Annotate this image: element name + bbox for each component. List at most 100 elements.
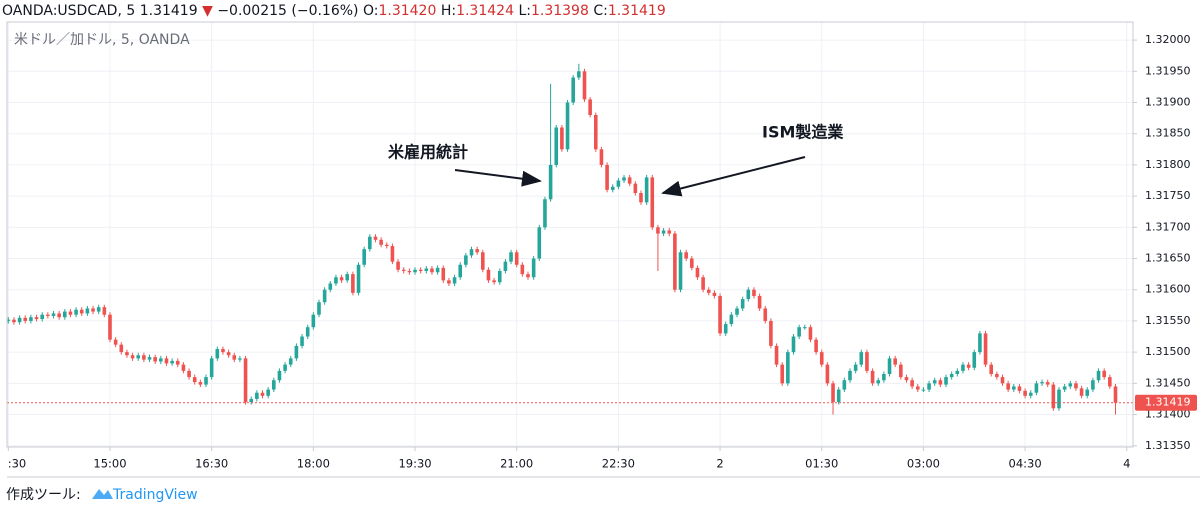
candle-body <box>610 186 615 190</box>
candle-body <box>204 377 208 385</box>
candle-body <box>136 355 141 359</box>
candle-body <box>215 349 220 359</box>
candle-body <box>763 308 768 321</box>
annotation-arrow <box>661 156 806 197</box>
candle-body <box>571 77 575 103</box>
candle-body <box>706 289 711 293</box>
candle-body <box>79 309 84 314</box>
candle-body <box>373 236 378 240</box>
candle-body <box>831 383 835 403</box>
candle-body <box>944 377 948 385</box>
candle-body <box>582 71 587 100</box>
candle-body <box>915 386 920 390</box>
candle-body <box>153 357 157 362</box>
candle-body <box>1045 382 1050 385</box>
y-tick-label: 1.31900 <box>1145 96 1191 109</box>
candle-body <box>288 358 293 365</box>
candle-body <box>1028 392 1033 396</box>
candle-body <box>616 180 621 187</box>
candle-body <box>266 389 270 396</box>
candle-body <box>413 269 417 273</box>
x-tick-label: 21:00 <box>500 457 533 471</box>
candle-body <box>1012 386 1016 390</box>
candle-body <box>164 358 169 364</box>
candle-body <box>769 320 773 346</box>
candle-body <box>1006 383 1010 390</box>
candle-body <box>142 355 146 360</box>
x-tick-label: :30 <box>8 457 27 471</box>
x-tick-label: 16:30 <box>195 457 228 471</box>
candle-body <box>68 311 73 315</box>
candle-body <box>701 277 705 290</box>
candle-body <box>175 360 180 365</box>
candle-body <box>780 364 785 384</box>
candle-body <box>650 177 655 228</box>
candle-body <box>91 308 95 312</box>
candle-body <box>938 380 943 385</box>
ohlc-value: 1.31398 <box>531 3 589 19</box>
candle-body <box>633 183 638 193</box>
candle-body <box>673 233 677 290</box>
candle-body <box>147 357 152 360</box>
candle-body <box>62 311 67 318</box>
brand[interactable]: TradingView <box>112 487 198 503</box>
candle-body <box>537 227 542 259</box>
candle-body <box>836 389 841 403</box>
candle-body <box>6 319 11 321</box>
y-tick-label: 1.31950 <box>1145 64 1191 77</box>
candle-body <box>667 230 672 234</box>
x-tick-label: 15:00 <box>93 457 126 471</box>
annotation: 米雇用統計 <box>388 143 468 162</box>
candle-body <box>362 249 366 265</box>
candle-body <box>554 127 559 165</box>
candle-body <box>1023 390 1027 396</box>
candle-body <box>978 333 982 353</box>
candle-body <box>1017 386 1022 391</box>
candle-body <box>887 358 892 374</box>
candle-body <box>294 345 299 359</box>
candle-body <box>23 317 28 321</box>
x-tick-label: 22:30 <box>602 457 635 471</box>
candle-body <box>108 314 112 340</box>
candle-body <box>12 319 16 323</box>
candle-body <box>492 280 496 283</box>
candle-body <box>1096 370 1101 381</box>
candle-body <box>130 355 135 359</box>
candle-body <box>599 149 604 165</box>
candle-body <box>921 389 926 391</box>
candle-body <box>786 352 790 384</box>
ohlc-value: 1.31420 <box>378 3 436 19</box>
candle-body <box>46 314 50 316</box>
y-tick-label: 1.31650 <box>1145 252 1191 265</box>
x-tick-label: 4 <box>1123 457 1130 471</box>
candle-body <box>475 249 479 253</box>
candle-body <box>430 268 434 273</box>
candle-body <box>243 358 248 403</box>
candle-body <box>548 164 553 200</box>
candle-body <box>209 358 214 378</box>
y-tick-label: 1.31450 <box>1145 376 1191 389</box>
candle-body <box>1062 386 1067 390</box>
candle-body <box>752 289 756 296</box>
candle-body <box>181 364 186 371</box>
candle-body <box>588 99 592 115</box>
candle-body <box>334 277 338 284</box>
candle-body <box>384 244 389 247</box>
candle-body <box>469 249 474 256</box>
candle-body <box>1113 386 1118 403</box>
candle-body <box>159 358 163 362</box>
candle-body <box>718 295 722 334</box>
y-tick-label: 1.31800 <box>1145 158 1191 171</box>
candle-body <box>305 327 310 337</box>
candle-body <box>865 352 869 371</box>
candle-body <box>870 370 875 384</box>
candle-body <box>802 327 807 329</box>
candle-body <box>819 352 824 365</box>
candle-body <box>1085 389 1090 396</box>
candle-body <box>452 277 457 284</box>
candle-body <box>300 336 304 346</box>
candle-body <box>859 352 864 365</box>
candle-body <box>1108 377 1112 387</box>
candle-body <box>271 380 276 390</box>
